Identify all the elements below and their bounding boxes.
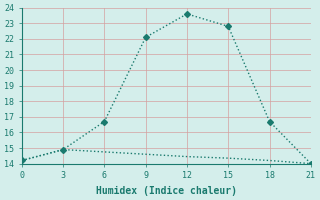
X-axis label: Humidex (Indice chaleur): Humidex (Indice chaleur) xyxy=(96,186,237,196)
